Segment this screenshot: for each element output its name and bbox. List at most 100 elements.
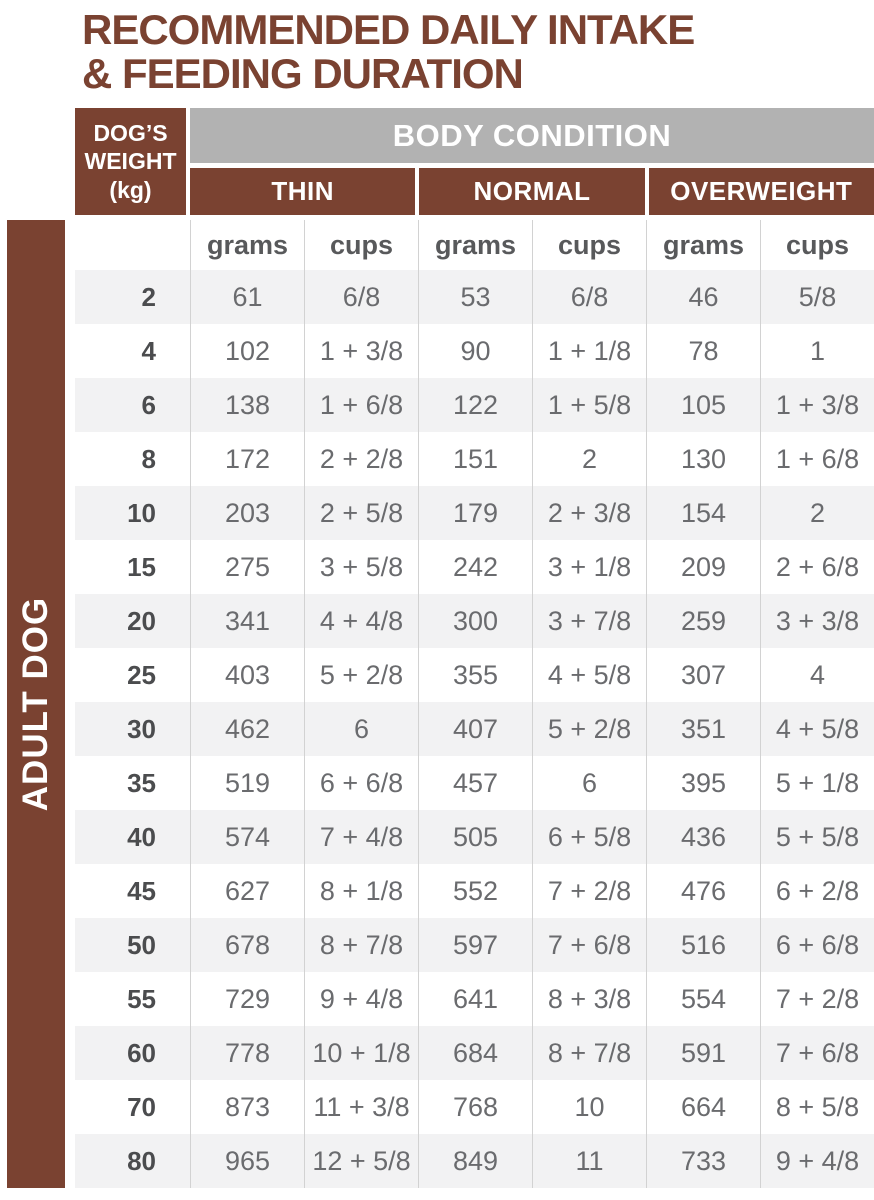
feeding-table: DOG’S WEIGHT (kg) BODY CONDITION THIN NO… [75, 108, 874, 1188]
weight-cell: 25 [127, 659, 156, 690]
value-cell: 151 [418, 432, 532, 486]
value-cell: 552 [418, 864, 532, 918]
value-cell: 873 [190, 1080, 304, 1134]
value-cell: 5 + 5/8 [760, 810, 874, 864]
weight-cell: 8 [141, 443, 156, 474]
value-cell: 355 [418, 648, 532, 702]
value-cell: 138 [190, 378, 304, 432]
value-cell: 1 + 6/8 [304, 378, 418, 432]
units-spacer [75, 220, 190, 270]
value-cell: 9 + 4/8 [304, 972, 418, 1026]
value-cell: 778 [190, 1026, 304, 1080]
unit-header-overweight-cups: cups [760, 220, 874, 270]
page-title-line2: & FEEDING DURATION [82, 49, 524, 97]
value-cell: 5/8 [760, 270, 874, 324]
value-cell: 61 [190, 270, 304, 324]
condition-groups-row: THIN NORMAL OVERWEIGHT [190, 168, 874, 215]
value-cell: 209 [646, 540, 760, 594]
value-cell: 7 + 6/8 [760, 1026, 874, 1080]
value-cell: 2 + 5/8 [304, 486, 418, 540]
table-row: 20 341 4 + 4/8 300 3 + 7/8 259 3 + 3/8 [75, 594, 874, 648]
table-row: 45 627 8 + 1/8 552 7 + 2/8 476 6 + 2/8 [75, 864, 874, 918]
page-title-line1: RECOMMENDED DAILY INTAKE [82, 6, 695, 53]
value-cell: 684 [418, 1026, 532, 1080]
group-header-normal: NORMAL [419, 168, 645, 215]
value-cell: 1 [760, 324, 874, 378]
value-cell: 678 [190, 918, 304, 972]
units-header-row: grams cups grams cups grams cups [75, 220, 874, 270]
value-cell: 8 + 3/8 [532, 972, 646, 1026]
weight-cell: 6 [141, 389, 156, 420]
value-cell: 6 + 6/8 [760, 918, 874, 972]
table-row: 40 574 7 + 4/8 505 6 + 5/8 436 5 + 5/8 [75, 810, 874, 864]
value-cell: 6/8 [532, 270, 646, 324]
unit-header-thin-grams: grams [190, 220, 304, 270]
value-cell: 3 + 1/8 [532, 540, 646, 594]
value-cell: 733 [646, 1134, 760, 1188]
value-cell: 516 [646, 918, 760, 972]
table-row: 25 403 5 + 2/8 355 4 + 5/8 307 4 [75, 648, 874, 702]
weight-cell: 10 [127, 497, 156, 528]
weight-header-line3: (kg) [109, 176, 152, 203]
table-row: 4 102 1 + 3/8 90 1 + 1/8 78 1 [75, 324, 874, 378]
value-cell: 768 [418, 1080, 532, 1134]
value-cell: 11 [532, 1134, 646, 1188]
unit-header-normal-cups: cups [532, 220, 646, 270]
condition-header-block: BODY CONDITION THIN NORMAL OVERWEIGHT [190, 108, 874, 215]
value-cell: 6 [304, 702, 418, 756]
table-row: 8 172 2 + 2/8 151 2 130 1 + 6/8 [75, 432, 874, 486]
page-title: RECOMMENDED DAILY INTAKE & FEEDING DURAT… [82, 6, 695, 97]
value-cell: 172 [190, 432, 304, 486]
value-cell: 7 + 6/8 [532, 918, 646, 972]
value-cell: 554 [646, 972, 760, 1026]
value-cell: 3 + 5/8 [304, 540, 418, 594]
value-cell: 102 [190, 324, 304, 378]
value-cell: 6 + 5/8 [532, 810, 646, 864]
value-cell: 5 + 2/8 [304, 648, 418, 702]
table-row: 60 778 10 + 1/8 684 8 + 7/8 591 7 + 6/8 [75, 1026, 874, 1080]
value-cell: 9 + 4/8 [760, 1134, 874, 1188]
value-cell: 4 [760, 648, 874, 702]
value-cell: 2 + 6/8 [760, 540, 874, 594]
value-cell: 3 + 7/8 [532, 594, 646, 648]
value-cell: 457 [418, 756, 532, 810]
value-cell: 7 + 4/8 [304, 810, 418, 864]
value-cell: 407 [418, 702, 532, 756]
body-condition-header: BODY CONDITION [190, 108, 874, 163]
value-cell: 403 [190, 648, 304, 702]
value-cell: 341 [190, 594, 304, 648]
value-cell: 8 + 5/8 [760, 1080, 874, 1134]
weight-cell: 60 [127, 1037, 156, 1068]
value-cell: 300 [418, 594, 532, 648]
table-row: 15 275 3 + 5/8 242 3 + 1/8 209 2 + 6/8 [75, 540, 874, 594]
value-cell: 2 [760, 486, 874, 540]
value-cell: 8 + 1/8 [304, 864, 418, 918]
weight-header-cell: DOG’S WEIGHT (kg) [75, 108, 190, 215]
value-cell: 275 [190, 540, 304, 594]
value-cell: 6 + 2/8 [760, 864, 874, 918]
weight-cell: 70 [127, 1091, 156, 1122]
value-cell: 130 [646, 432, 760, 486]
value-cell: 307 [646, 648, 760, 702]
value-cell: 729 [190, 972, 304, 1026]
table-row: 55 729 9 + 4/8 641 8 + 3/8 554 7 + 2/8 [75, 972, 874, 1026]
value-cell: 7 + 2/8 [532, 864, 646, 918]
value-cell: 203 [190, 486, 304, 540]
value-cell: 10 [532, 1080, 646, 1134]
value-cell: 8 + 7/8 [304, 918, 418, 972]
value-cell: 242 [418, 540, 532, 594]
value-cell: 519 [190, 756, 304, 810]
value-cell: 4 + 5/8 [532, 648, 646, 702]
group-header-thin: THIN [190, 168, 416, 215]
value-cell: 259 [646, 594, 760, 648]
table-row: 6 138 1 + 6/8 122 1 + 5/8 105 1 + 3/8 [75, 378, 874, 432]
value-cell: 476 [646, 864, 760, 918]
value-cell: 965 [190, 1134, 304, 1188]
value-cell: 436 [646, 810, 760, 864]
value-cell: 5 + 2/8 [532, 702, 646, 756]
value-cell: 5 + 1/8 [760, 756, 874, 810]
table-header: DOG’S WEIGHT (kg) BODY CONDITION THIN NO… [75, 108, 874, 215]
weight-header-line2: WEIGHT [84, 148, 177, 175]
value-cell: 395 [646, 756, 760, 810]
